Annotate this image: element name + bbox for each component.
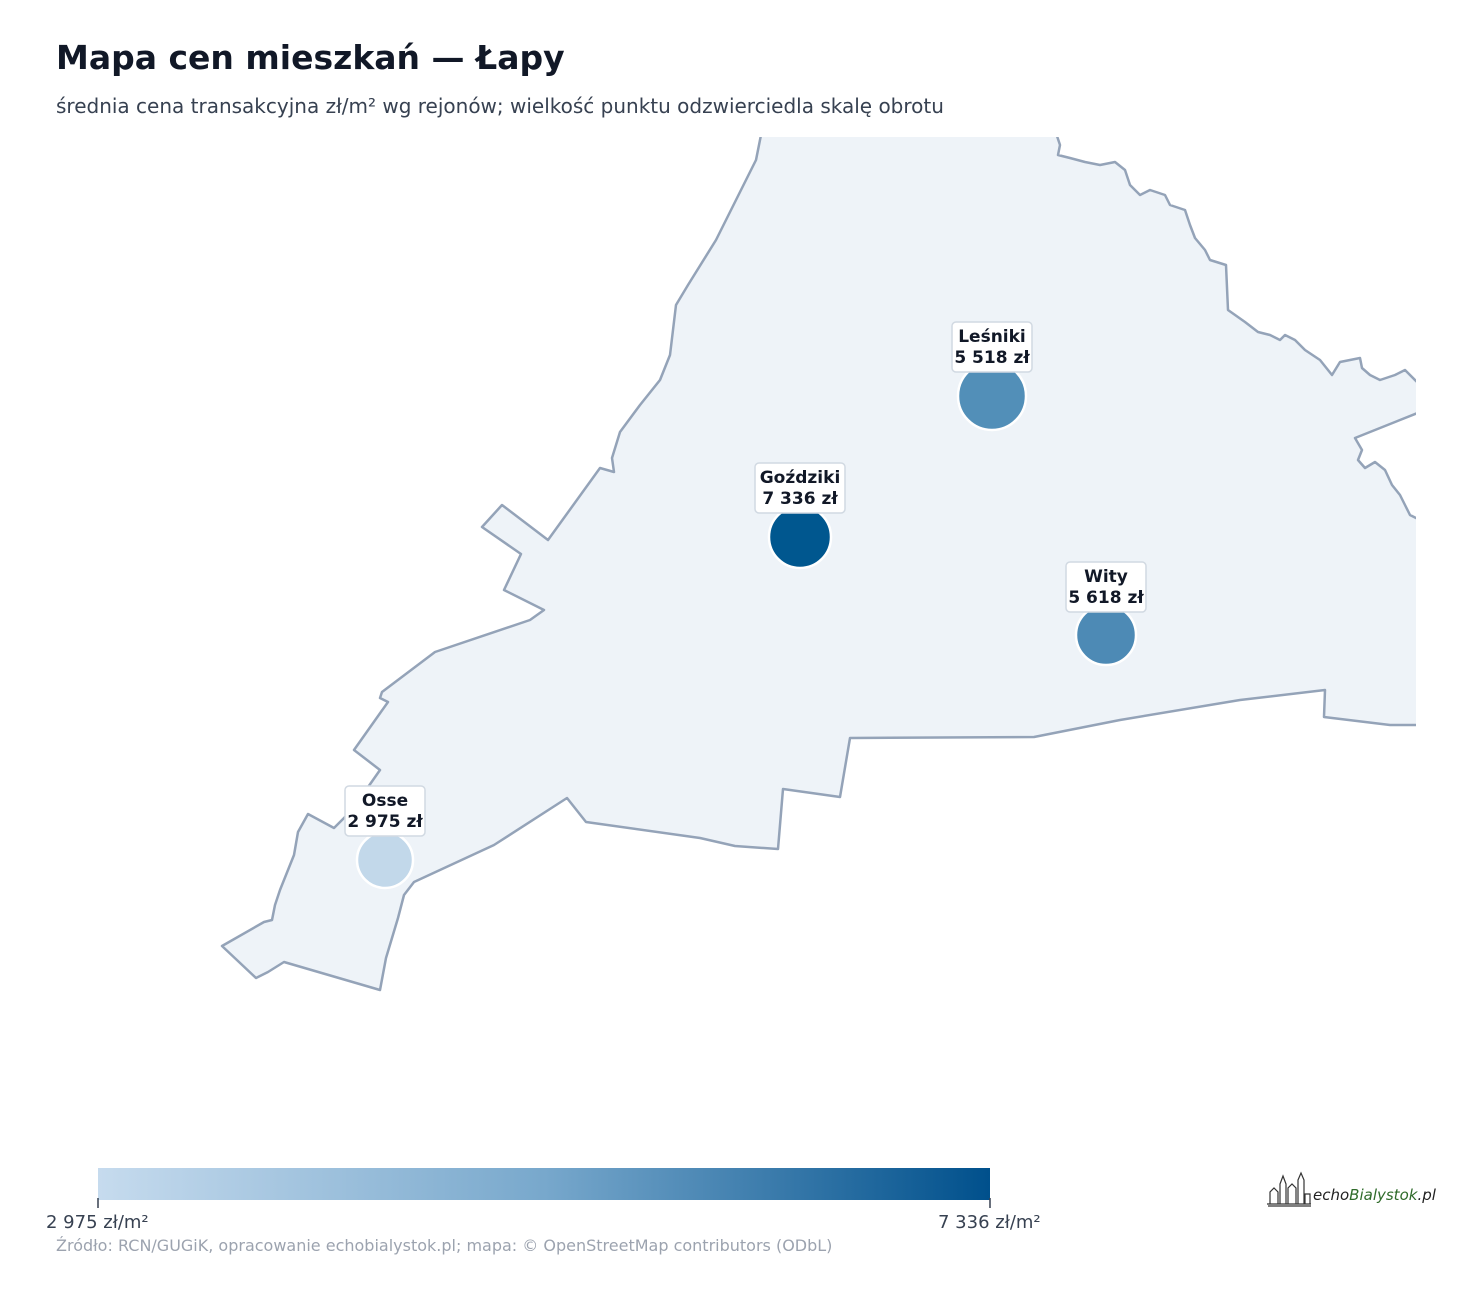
district-price-lesniki: 5 518 zł (954, 348, 1030, 368)
district-price-gozdziki: 7 336 zł (762, 489, 838, 509)
district-marker-wity[interactable] (1074, 603, 1138, 667)
legend-color-bar (98, 1168, 990, 1200)
district-price-osse: 2 975 zł (347, 812, 423, 832)
city-skyline-icon (1267, 1171, 1311, 1207)
district-label-box-osse (344, 785, 426, 837)
echobialystok-logo: echoBialystok.pl (1265, 1170, 1440, 1210)
lapy-boundary (220, 137, 1416, 992)
legend-max-label: 7 336 zł/m² (938, 1212, 1041, 1233)
source-note: Źródło: RCN/GUGiK, opracowanie echobialy… (56, 1236, 833, 1255)
district-marker-osse[interactable] (355, 830, 415, 890)
district-name-lesniki: Leśniki (958, 327, 1026, 347)
map-title: Mapa cen mieszkań — Łapy (56, 38, 565, 77)
district-label-box-wity (1065, 561, 1147, 613)
district-name-wity: Wity (1084, 567, 1128, 587)
district-name-osse: Osse (362, 791, 408, 811)
district-marker-gozdziki[interactable] (767, 504, 833, 570)
district-price-wity: 5 618 zł (1068, 588, 1144, 608)
legend-min-label: 2 975 zł/m² (46, 1212, 149, 1233)
logo-part-bialystok: Bialystok (1349, 1186, 1418, 1204)
district-label-box-lesniki (951, 321, 1033, 373)
district-name-gozdziki: Goździki (760, 468, 841, 488)
logo-part-pl: .pl (1417, 1186, 1436, 1204)
district-label-box-gozdziki (754, 462, 846, 514)
logo-part-echo: echo (1313, 1186, 1350, 1204)
map-subtitle: średnia cena transakcyjna zł/m² wg rejon… (56, 94, 944, 118)
